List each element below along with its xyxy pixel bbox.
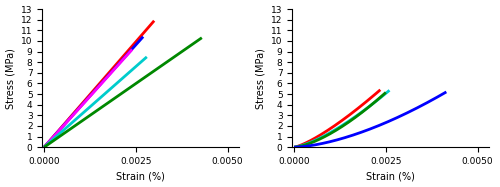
Y-axis label: Stress (MPa): Stress (MPa) xyxy=(6,48,16,108)
X-axis label: Strain (%): Strain (%) xyxy=(116,171,165,181)
X-axis label: Strain (%): Strain (%) xyxy=(366,171,415,181)
Y-axis label: Stress (MPa): Stress (MPa) xyxy=(256,48,266,108)
